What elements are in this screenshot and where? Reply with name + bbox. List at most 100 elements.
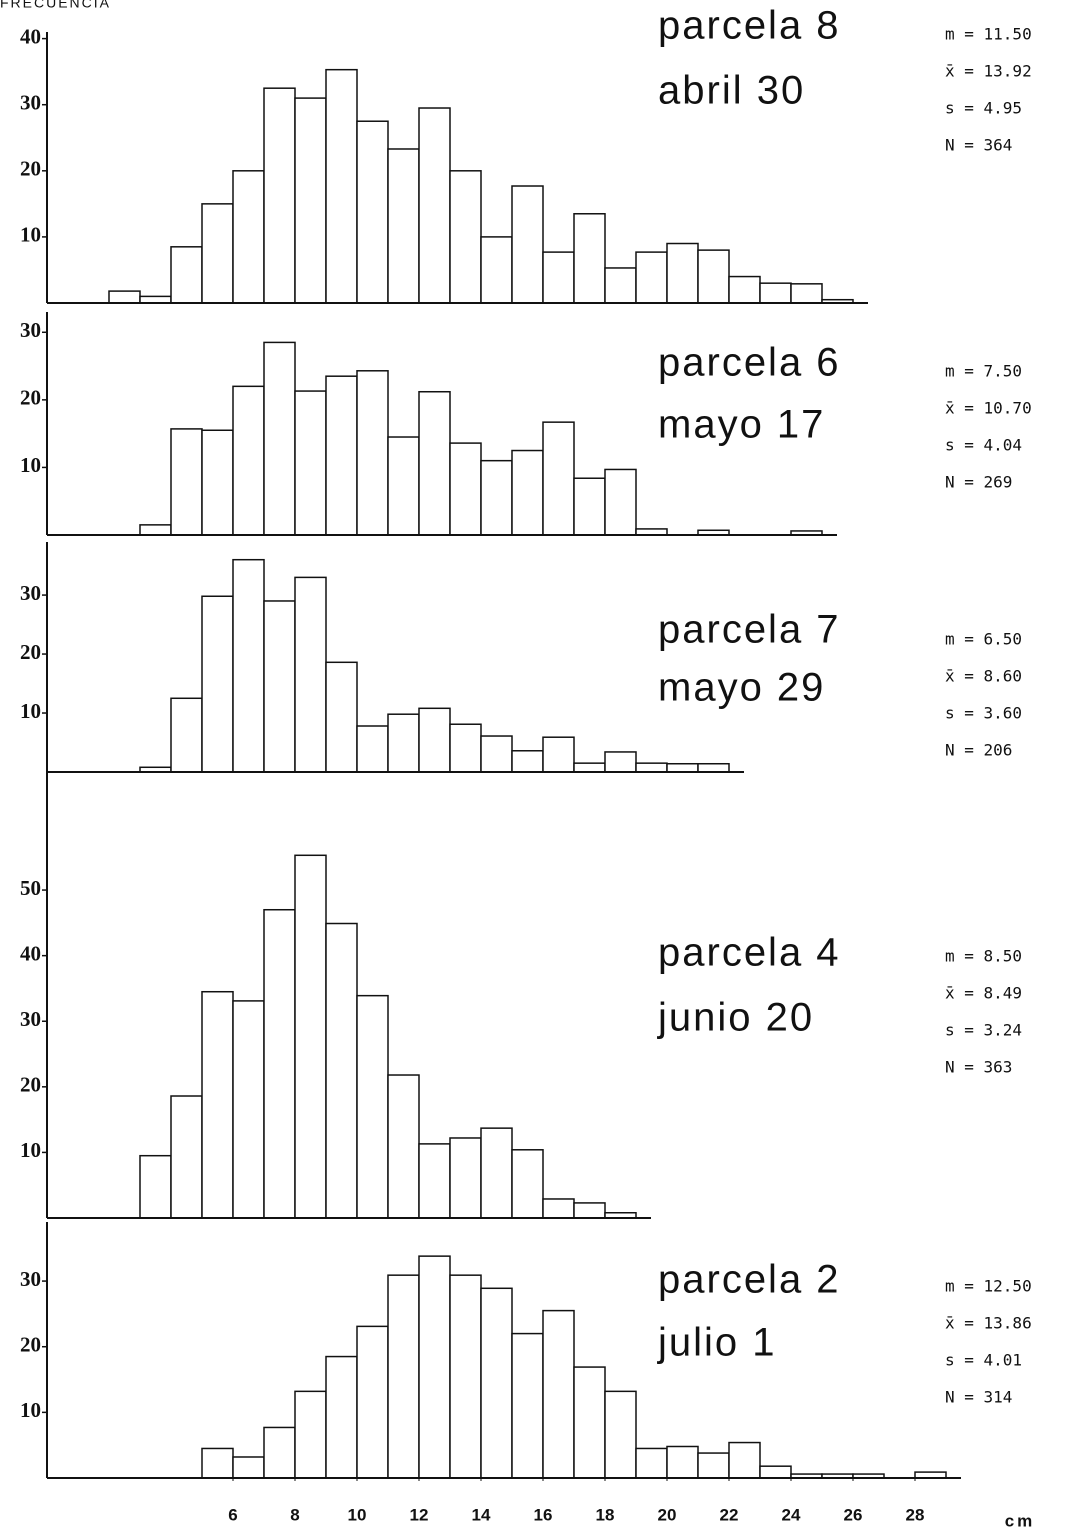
y-tick-label: 40 bbox=[20, 24, 41, 48]
panel-subtitle: mayo 29 bbox=[658, 666, 825, 710]
bar bbox=[263, 600, 296, 773]
stat: s = 3.24 bbox=[945, 1021, 1022, 1040]
stat: x̄ = 8.60 bbox=[945, 667, 1022, 686]
bar bbox=[325, 661, 358, 773]
panel-subtitle: julio 1 bbox=[657, 1321, 777, 1365]
x-tick-label: 28 bbox=[906, 1505, 925, 1524]
bar bbox=[325, 1355, 358, 1479]
x-tick-label: 12 bbox=[410, 1505, 429, 1524]
stat: s = 3.60 bbox=[945, 704, 1022, 723]
bar bbox=[697, 1452, 730, 1479]
panel-subtitle: mayo 17 bbox=[658, 403, 825, 447]
bar bbox=[356, 1325, 389, 1479]
stat: N = 363 bbox=[945, 1058, 1012, 1077]
bar bbox=[108, 290, 141, 304]
bar bbox=[418, 390, 451, 536]
bar bbox=[356, 725, 389, 773]
bar bbox=[201, 203, 234, 304]
bar bbox=[511, 185, 544, 304]
stat: N = 314 bbox=[945, 1388, 1012, 1407]
bar bbox=[449, 1274, 482, 1479]
x-tick-label: 26 bbox=[844, 1505, 863, 1524]
bar bbox=[232, 1000, 265, 1219]
bar bbox=[387, 148, 420, 304]
bar bbox=[728, 275, 761, 304]
stat: m = 12.50 bbox=[945, 1277, 1032, 1296]
bar bbox=[170, 428, 203, 536]
bar bbox=[573, 1366, 606, 1479]
y-tick-label: 10 bbox=[20, 699, 41, 723]
bar bbox=[697, 762, 730, 773]
bar bbox=[232, 558, 265, 773]
y-axis-label: FRECUENCIA bbox=[0, 0, 111, 11]
bar bbox=[542, 1309, 575, 1479]
stat: s = 4.01 bbox=[945, 1351, 1022, 1370]
bar bbox=[201, 1447, 234, 1479]
x-tick-label: 8 bbox=[290, 1505, 299, 1524]
bar bbox=[294, 1390, 327, 1479]
bar bbox=[418, 707, 451, 773]
bar bbox=[232, 1456, 265, 1479]
bar bbox=[480, 459, 513, 536]
bar bbox=[511, 750, 544, 773]
y-tick-label: 20 bbox=[20, 1333, 41, 1357]
bar bbox=[697, 249, 730, 304]
y-tick-label: 40 bbox=[20, 941, 41, 965]
bar bbox=[201, 990, 234, 1219]
bar bbox=[759, 1465, 792, 1479]
bar bbox=[139, 524, 172, 536]
bar bbox=[635, 1447, 668, 1479]
bar bbox=[325, 922, 358, 1219]
y-tick-label: 20 bbox=[20, 1073, 41, 1097]
stat: m = 6.50 bbox=[945, 630, 1022, 649]
bar bbox=[480, 236, 513, 304]
bar bbox=[480, 735, 513, 773]
bar bbox=[542, 251, 575, 304]
panel-title: parcela 4 bbox=[658, 931, 841, 975]
panel-subtitle: abril 30 bbox=[658, 69, 805, 113]
bar bbox=[387, 1074, 420, 1219]
stat: m = 11.50 bbox=[945, 25, 1032, 44]
bar bbox=[728, 1441, 761, 1479]
bar bbox=[604, 751, 637, 773]
bar bbox=[387, 1274, 420, 1479]
bar bbox=[666, 242, 699, 304]
bar bbox=[263, 908, 296, 1219]
bar bbox=[604, 1390, 637, 1479]
x-tick-label: 6 bbox=[228, 1505, 237, 1524]
stat: s = 4.04 bbox=[945, 436, 1022, 455]
bar bbox=[325, 375, 358, 536]
bar bbox=[356, 370, 389, 536]
y-tick-label: 30 bbox=[20, 581, 41, 605]
bar bbox=[542, 736, 575, 773]
bar bbox=[232, 385, 265, 536]
bar bbox=[542, 421, 575, 536]
bar bbox=[511, 1149, 544, 1219]
x-tick-label: 20 bbox=[658, 1505, 677, 1524]
bar bbox=[480, 1127, 513, 1219]
bar bbox=[449, 442, 482, 536]
bar bbox=[635, 762, 668, 773]
x-tick-label: 22 bbox=[720, 1505, 739, 1524]
stat: N = 269 bbox=[945, 473, 1012, 492]
bar bbox=[573, 213, 606, 304]
y-tick-label: 10 bbox=[20, 453, 41, 477]
bar bbox=[573, 762, 606, 773]
bar bbox=[263, 87, 296, 304]
y-tick-label: 50 bbox=[20, 876, 41, 900]
bar bbox=[170, 697, 203, 773]
bar bbox=[418, 1143, 451, 1219]
bar bbox=[449, 1137, 482, 1219]
y-tick-label: 20 bbox=[20, 157, 41, 181]
bar bbox=[542, 1198, 575, 1219]
bar bbox=[325, 68, 358, 304]
bar bbox=[170, 1095, 203, 1219]
x-tick-label: 10 bbox=[348, 1505, 367, 1524]
bar bbox=[635, 251, 668, 304]
x-tick-label: 14 bbox=[472, 1505, 491, 1524]
stat: N = 206 bbox=[945, 741, 1012, 760]
bar bbox=[449, 723, 482, 773]
bar bbox=[387, 436, 420, 536]
bar bbox=[139, 1154, 172, 1219]
